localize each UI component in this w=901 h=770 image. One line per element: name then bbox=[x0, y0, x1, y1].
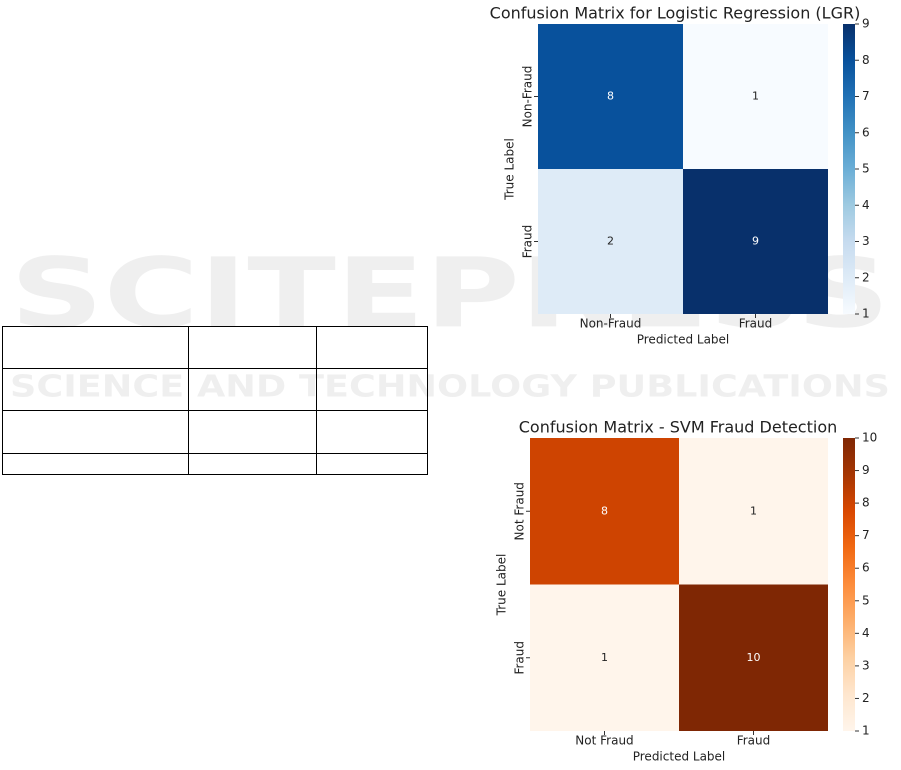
y-tick-label: Not Fraud bbox=[513, 482, 527, 540]
colorbar-tick-label: 1 bbox=[862, 307, 870, 321]
empty-table bbox=[2, 326, 428, 475]
x-tick-label: Not Fraud bbox=[575, 734, 633, 748]
watermark-line2: SCIENCE AND TECHNOLOGY PUBLICATIONS bbox=[10, 370, 890, 405]
x-axis-label: Predicted Label bbox=[637, 333, 730, 347]
chart-title: Confusion Matrix - SVM Fraud Detection bbox=[519, 418, 838, 437]
colorbar-tick-label: 6 bbox=[862, 561, 870, 575]
colorbar-tick-label: 3 bbox=[862, 234, 870, 248]
colorbar-tick-label: 8 bbox=[862, 496, 870, 510]
heatmap-cell bbox=[683, 169, 828, 314]
colorbar-tick-label: 9 bbox=[862, 17, 870, 31]
colorbar-tick-label: 5 bbox=[862, 593, 870, 607]
colorbar-tick-label: 6 bbox=[862, 125, 870, 139]
colorbar-tick-label: 7 bbox=[862, 528, 870, 542]
y-axis-label: True Label bbox=[503, 138, 517, 201]
heatmap-cell bbox=[538, 24, 683, 169]
heatmap-cell bbox=[530, 438, 679, 585]
colorbar bbox=[843, 24, 855, 314]
chart-title: Confusion Matrix for Logistic Regression… bbox=[490, 4, 861, 23]
colorbar bbox=[843, 438, 855, 731]
colorbar-tick-label: 2 bbox=[862, 270, 870, 284]
table-border bbox=[2, 326, 428, 475]
y-tick-label: Fraud bbox=[521, 225, 535, 259]
colorbar-tick-label: 9 bbox=[862, 463, 870, 477]
cell-label: 10 bbox=[747, 651, 761, 664]
cell-label: 1 bbox=[601, 651, 608, 664]
x-axis-label: Predicted Label bbox=[633, 750, 726, 764]
heatmap-cell bbox=[679, 584, 828, 731]
colorbar-tick-label: 7 bbox=[862, 89, 870, 103]
heatmap-cell bbox=[679, 438, 828, 585]
heatmap-cell bbox=[530, 584, 679, 731]
colorbar-tick-label: 5 bbox=[862, 162, 870, 176]
x-tick-label: Non-Fraud bbox=[580, 317, 642, 331]
y-tick-label: Fraud bbox=[513, 641, 527, 675]
x-tick-label: Fraud bbox=[739, 317, 773, 331]
cell-label: 9 bbox=[752, 235, 759, 248]
y-axis-label: True Label bbox=[495, 554, 509, 617]
cell-label: 8 bbox=[601, 504, 608, 517]
heatmap-cell bbox=[538, 169, 683, 314]
colorbar-tick-label: 4 bbox=[862, 198, 870, 212]
cell-label: 1 bbox=[752, 90, 759, 103]
colorbar-tick-label: 10 bbox=[862, 431, 877, 445]
y-tick-label: Non-Fraud bbox=[521, 66, 535, 128]
colorbar-tick-label: 2 bbox=[862, 691, 870, 705]
colorbar-tick-label: 3 bbox=[862, 658, 870, 672]
colorbar-tick-label: 4 bbox=[862, 626, 870, 640]
cell-label: 2 bbox=[607, 235, 614, 248]
heatmap-cell bbox=[683, 24, 828, 169]
x-tick-label: Fraud bbox=[737, 734, 771, 748]
colorbar-tick-label: 1 bbox=[862, 724, 870, 738]
colorbar-tick-label: 8 bbox=[862, 53, 870, 67]
cell-label: 1 bbox=[750, 504, 757, 517]
cell-label: 8 bbox=[607, 90, 614, 103]
